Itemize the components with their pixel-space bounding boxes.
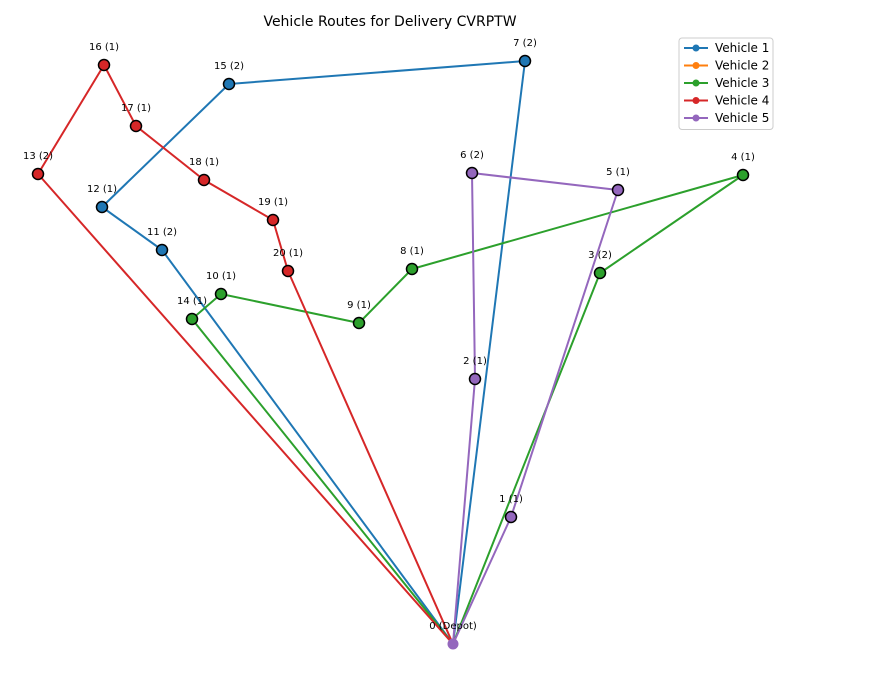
- node-point-10: [214, 287, 228, 301]
- legend-label-vehicle-1: Vehicle 1: [715, 41, 769, 55]
- node-label-16: 16 (1): [89, 42, 119, 53]
- node-point-7: [518, 54, 532, 68]
- node-point-11: [155, 243, 169, 257]
- chart-title: Vehicle Routes for Delivery CVRPTW: [263, 14, 516, 30]
- legend-label-vehicle-4: Vehicle 4: [715, 94, 769, 108]
- node-label-6: 6 (2): [460, 150, 484, 161]
- node-point-17: [129, 119, 143, 133]
- nodes-layer: [31, 54, 750, 650]
- node-label-1: 1 (1): [499, 494, 523, 505]
- node-label-19: 19 (1): [258, 197, 288, 208]
- node-label-9: 9 (1): [347, 300, 371, 311]
- legend-marker-vehicle-2: [692, 62, 700, 69]
- node-point-6: [465, 166, 479, 180]
- node-point-18: [197, 173, 211, 187]
- route-line-vehicle-3: [191, 174, 744, 645]
- node-label-12: 12 (1): [87, 184, 117, 195]
- node-label-4: 4 (1): [731, 152, 755, 163]
- node-label-13: 13 (2): [23, 151, 53, 162]
- node-point-8: [405, 262, 419, 276]
- node-point-5: [611, 183, 625, 197]
- legend-marker-vehicle-1: [692, 44, 700, 52]
- legend-label-vehicle-3: Vehicle 3: [715, 76, 769, 90]
- node-point-20: [281, 264, 295, 278]
- node-label-5: 5 (1): [606, 167, 630, 178]
- node-label-14: 14 (1): [177, 296, 207, 307]
- node-point-12: [95, 200, 109, 214]
- node-point-14: [185, 312, 199, 326]
- legend-marker-vehicle-5: [692, 114, 700, 122]
- node-label-11: 11 (2): [147, 227, 177, 238]
- node-label-17: 17 (1): [121, 103, 151, 114]
- node-point-0: [447, 638, 459, 650]
- node-point-1: [504, 510, 518, 524]
- node-label-20: 20 (1): [273, 248, 303, 259]
- legend-box: [678, 37, 774, 130]
- routes-layer: [37, 60, 744, 645]
- node-point-4: [736, 168, 750, 182]
- legend-label-vehicle-5: Vehicle 5: [715, 111, 769, 125]
- node-label-2: 2 (1): [463, 356, 487, 367]
- node-label-10: 10 (1): [206, 271, 236, 282]
- route-line-vehicle-4: [37, 64, 454, 645]
- node-point-19: [266, 213, 280, 227]
- node-point-2: [468, 372, 482, 386]
- node-label-7: 7 (2): [513, 38, 537, 49]
- node-label-18: 18 (1): [189, 157, 219, 168]
- route-line-vehicle-1: [101, 60, 526, 645]
- labels-layer: 0 (Depot) 1 (1) 2 (1) 3 (2) 4 (1) 5 (1) 6 (2) 7…: [23, 38, 755, 632]
- node-label-15: 15 (2): [214, 61, 244, 72]
- route-line-vehicle-5: [452, 172, 619, 645]
- node-point-3: [593, 266, 607, 280]
- legend-marker-vehicle-3: [692, 79, 700, 87]
- node-label-3: 3 (2): [588, 250, 612, 261]
- legend: Vehicle 1 Vehicle 2 Vehicle 3 Vehicle 4 Vehi…: [678, 37, 774, 130]
- legend-marker-vehicle-4: [692, 97, 700, 104]
- node-point-9: [352, 316, 366, 330]
- legend-label-vehicle-2: Vehicle 2: [715, 59, 769, 73]
- node-label-0: 0 (Depot): [429, 621, 477, 632]
- node-point-15: [222, 77, 236, 91]
- node-point-13: [31, 167, 45, 181]
- node-point-16: [97, 58, 111, 72]
- node-label-8: 8 (1): [400, 246, 424, 257]
